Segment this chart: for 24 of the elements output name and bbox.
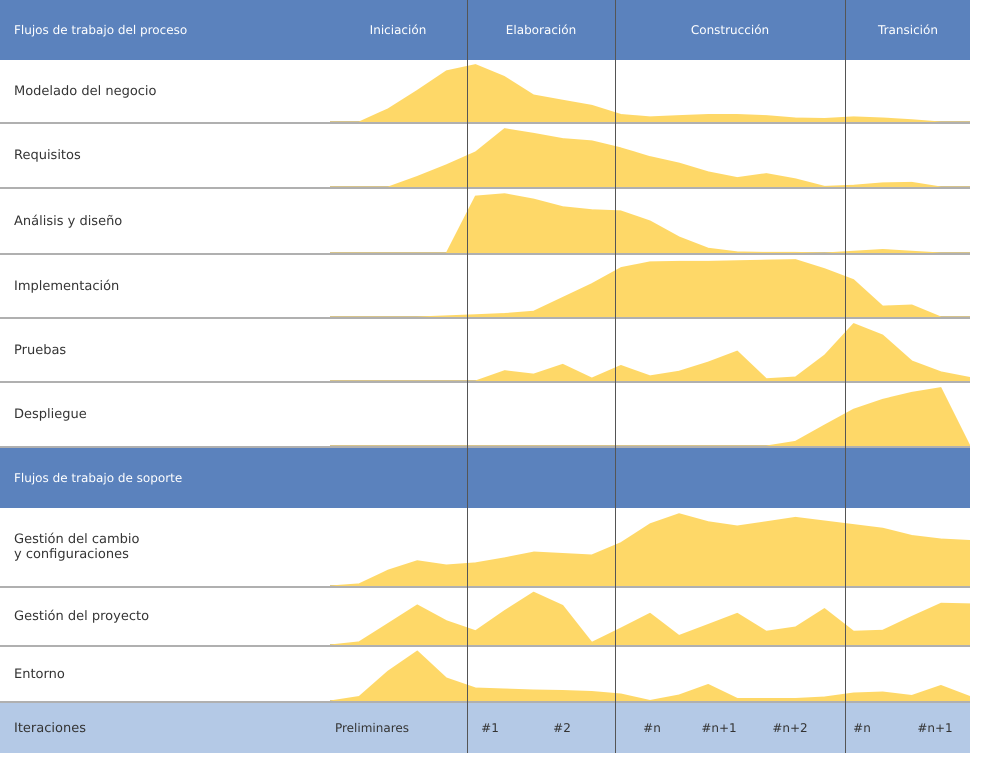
text: #n+1 [701,721,737,735]
text: #n [853,721,871,735]
text: Flujos de trabajo del proceso [13,22,188,39]
text: Iniciación [370,23,426,37]
text: #1 [481,721,499,735]
y-axis-title: Modelado del negocio [13,82,158,100]
text: #n [643,721,661,735]
text: #2 [553,721,571,735]
text: #n+2 [772,721,808,735]
text: Construcción [690,23,770,37]
text: Iteraciones [13,720,87,738]
y-axis-title: Implementación [13,278,120,296]
text: Preliminares [334,721,410,735]
y-axis-title: Requisitos [13,147,82,165]
text: Elaboración [506,23,576,37]
text: Transición [878,23,938,37]
text: #n+1 [917,721,953,735]
y-axis-title: Despliegue [13,406,88,424]
y-axis-title: Gestión del cambio y configuraciones [13,531,140,564]
y-axis-title: Gestión del proyecto [13,608,150,626]
text: Flujos de trabajo de soporte [13,470,184,487]
y-axis-title: Análisis y diseño [13,212,124,230]
y-axis-title: Pruebas [13,342,68,360]
y-axis-title: Entorno [13,666,66,684]
